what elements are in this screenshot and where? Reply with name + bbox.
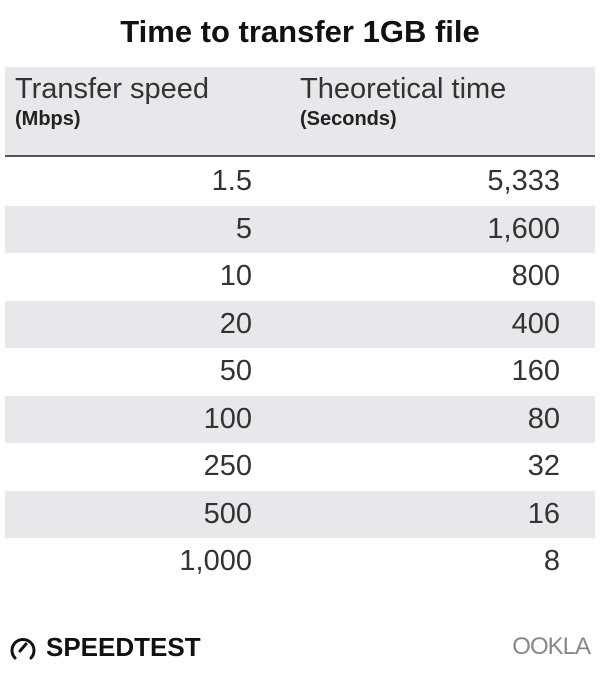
header-speed: Transfer speed (Mbps) [15, 73, 209, 131]
speed-cell: 10 [219, 260, 252, 292]
speedtest-wordmark: SPEEDTEST [46, 632, 201, 662]
ookla-logo: OOKLA [512, 633, 591, 660]
speedometer-icon [10, 637, 36, 659]
table-row: 20 400 [5, 300, 595, 348]
header-time-label: Theoretical time [300, 73, 507, 105]
table-body: 1.5 5,333 5 1,600 10 800 20 400 50 160 100 80 250 32 5… [5, 158, 595, 586]
time-cell: 16 [527, 497, 560, 530]
speed-cell: 1.5 [211, 165, 252, 197]
table-row: 500 16 [5, 490, 595, 538]
table-row: 50 160 [5, 348, 595, 396]
time-cell: 800 [511, 260, 560, 292]
speedtest-logo: SPEEDTEST [8, 632, 201, 663]
time-cell: 80 [527, 402, 560, 435]
speed-cell: 50 [219, 355, 252, 387]
table-row: 5 1,600 [5, 205, 595, 253]
speed-cell: 250 [203, 450, 252, 482]
table-row: 1,000 8 [5, 538, 595, 586]
table-row: 1.5 5,333 [5, 158, 595, 206]
time-cell: 8 [543, 545, 560, 577]
table-row: 250 32 [5, 443, 595, 491]
speed-cell: 500 [203, 497, 252, 530]
speed-cell: 100 [203, 402, 252, 435]
table-header: Transfer speed (Mbps) Theoretical time (… [5, 67, 595, 157]
speed-cell: 1,000 [179, 545, 252, 577]
time-cell: 32 [527, 450, 560, 482]
table-row: 100 80 [5, 395, 595, 443]
chart-title: Time to transfer 1GB file [120, 14, 480, 49]
header-time: Theoretical time (Seconds) [300, 73, 506, 131]
time-cell: 5,333 [487, 165, 560, 197]
time-cell: 1,600 [487, 212, 560, 245]
table-row: 10 800 [5, 253, 595, 301]
header-time-unit: (Seconds) [300, 108, 397, 130]
header-speed-unit: (Mbps) [15, 108, 81, 130]
time-cell: 400 [511, 307, 560, 340]
speed-cell: 20 [219, 307, 252, 340]
speed-cell: 5 [235, 212, 252, 245]
header-speed-label: Transfer speed [15, 73, 209, 105]
time-cell: 160 [511, 355, 560, 387]
